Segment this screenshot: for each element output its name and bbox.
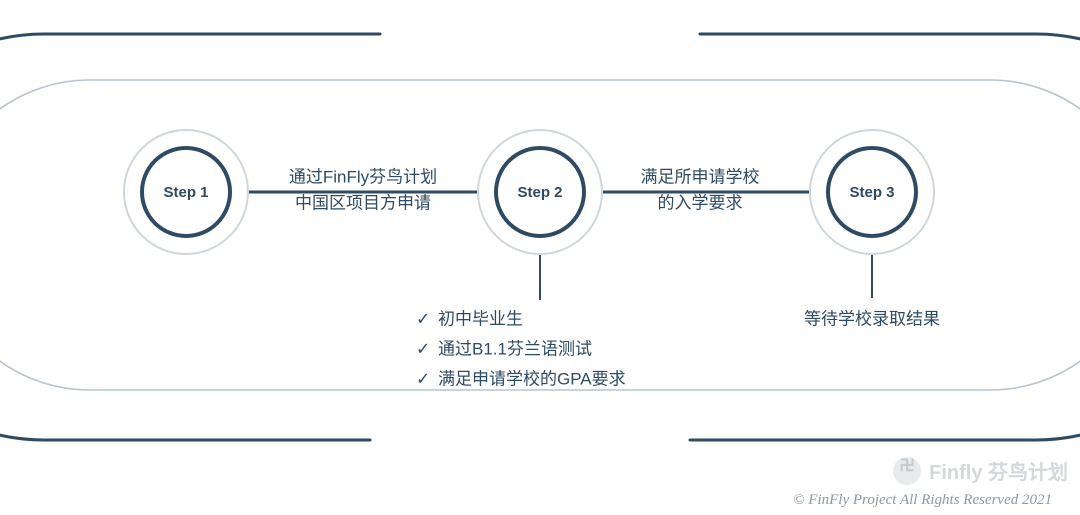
check-icon: ✓ (416, 369, 430, 388)
detail-item: 初中毕业生 (438, 309, 523, 328)
step1-label: Step 1 (163, 184, 208, 201)
process-flow-diagram: 通过FinFly芬鸟计划中国区项目方申请 满足所申请学校的入学要求 ✓ 初中毕业生 ✓ 通… (0, 0, 1080, 515)
step2-node: Step 2 (478, 130, 602, 254)
check-icon: ✓ (416, 339, 430, 358)
copyright-footer: © FinFly Project All Rights Reserved 202… (793, 492, 1052, 509)
check-icon: ✓ (416, 309, 430, 328)
detail-item: 等待学校录取结果 (804, 309, 940, 328)
step3-label: Step 3 (849, 184, 894, 201)
connector-label: 通过FinFly芬鸟计划 (289, 167, 437, 186)
step2-label: Step 2 (517, 184, 562, 201)
connector-label: 中国区项目方申请 (295, 193, 431, 212)
connector-label: 满足所申请学校 (641, 167, 760, 186)
detail-item: 满足申请学校的GPA要求 (438, 369, 626, 388)
connector-label: 的入学要求 (658, 193, 743, 212)
step3-node: Step 3 (810, 130, 934, 254)
step1-node: Step 1 (124, 130, 248, 254)
detail-item: 通过B1.1芬兰语测试 (438, 339, 592, 358)
